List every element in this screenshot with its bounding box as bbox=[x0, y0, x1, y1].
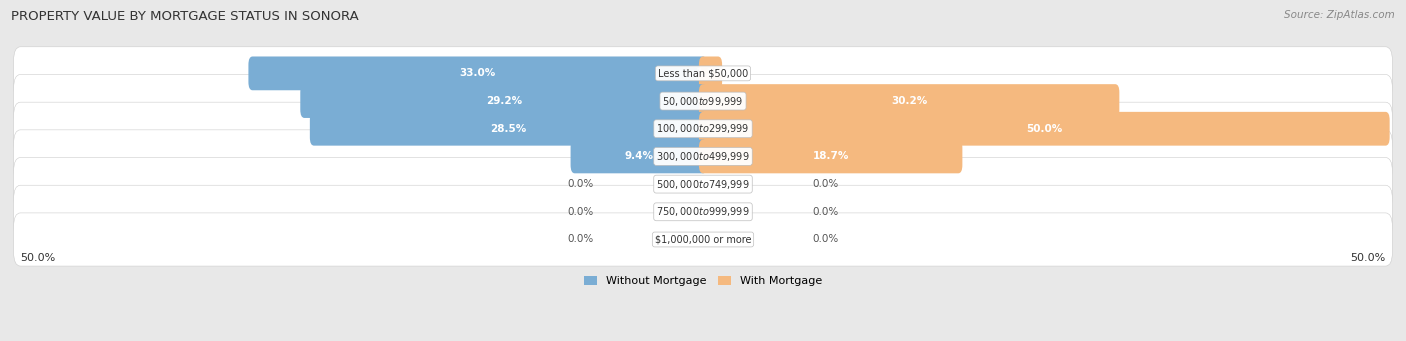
FancyBboxPatch shape bbox=[14, 47, 1392, 100]
FancyBboxPatch shape bbox=[699, 112, 1389, 146]
Text: 0.0%: 0.0% bbox=[568, 235, 593, 244]
Text: $500,000 to $749,999: $500,000 to $749,999 bbox=[657, 178, 749, 191]
FancyBboxPatch shape bbox=[14, 102, 1392, 155]
FancyBboxPatch shape bbox=[14, 74, 1392, 128]
Text: $100,000 to $299,999: $100,000 to $299,999 bbox=[657, 122, 749, 135]
Bar bbox=[21, 170, 1385, 198]
FancyBboxPatch shape bbox=[14, 213, 1392, 266]
Text: 50.0%: 50.0% bbox=[1026, 124, 1063, 134]
Text: 18.7%: 18.7% bbox=[813, 151, 849, 161]
Text: Source: ZipAtlas.com: Source: ZipAtlas.com bbox=[1284, 10, 1395, 20]
Text: 1.1%: 1.1% bbox=[696, 69, 725, 78]
Text: $50,000 to $99,999: $50,000 to $99,999 bbox=[662, 94, 744, 107]
FancyBboxPatch shape bbox=[301, 84, 707, 118]
FancyBboxPatch shape bbox=[14, 158, 1392, 211]
Bar bbox=[21, 198, 1385, 226]
Bar bbox=[21, 115, 1385, 143]
FancyBboxPatch shape bbox=[571, 139, 707, 173]
Text: 9.4%: 9.4% bbox=[624, 151, 654, 161]
Text: $750,000 to $999,999: $750,000 to $999,999 bbox=[657, 205, 749, 218]
FancyBboxPatch shape bbox=[309, 112, 707, 146]
Legend: Without Mortgage, With Mortgage: Without Mortgage, With Mortgage bbox=[579, 271, 827, 291]
Text: 28.5%: 28.5% bbox=[491, 124, 527, 134]
Bar bbox=[21, 226, 1385, 253]
Text: 50.0%: 50.0% bbox=[21, 253, 56, 263]
Text: 29.2%: 29.2% bbox=[485, 96, 522, 106]
Text: PROPERTY VALUE BY MORTGAGE STATUS IN SONORA: PROPERTY VALUE BY MORTGAGE STATUS IN SON… bbox=[11, 10, 359, 23]
Text: 0.0%: 0.0% bbox=[813, 179, 838, 189]
Text: 50.0%: 50.0% bbox=[1350, 253, 1385, 263]
FancyBboxPatch shape bbox=[699, 57, 723, 90]
FancyBboxPatch shape bbox=[699, 84, 1119, 118]
Text: 0.0%: 0.0% bbox=[813, 207, 838, 217]
Bar bbox=[21, 60, 1385, 87]
FancyBboxPatch shape bbox=[14, 130, 1392, 183]
Text: Less than $50,000: Less than $50,000 bbox=[658, 69, 748, 78]
Text: 30.2%: 30.2% bbox=[891, 96, 927, 106]
FancyBboxPatch shape bbox=[699, 139, 962, 173]
Bar bbox=[21, 87, 1385, 115]
Bar bbox=[21, 143, 1385, 170]
Text: 33.0%: 33.0% bbox=[460, 69, 496, 78]
Text: 0.0%: 0.0% bbox=[568, 207, 593, 217]
FancyBboxPatch shape bbox=[14, 185, 1392, 238]
Text: $1,000,000 or more: $1,000,000 or more bbox=[655, 235, 751, 244]
Text: 0.0%: 0.0% bbox=[813, 235, 838, 244]
Text: $300,000 to $499,999: $300,000 to $499,999 bbox=[657, 150, 749, 163]
Text: 0.0%: 0.0% bbox=[568, 179, 593, 189]
FancyBboxPatch shape bbox=[249, 57, 707, 90]
